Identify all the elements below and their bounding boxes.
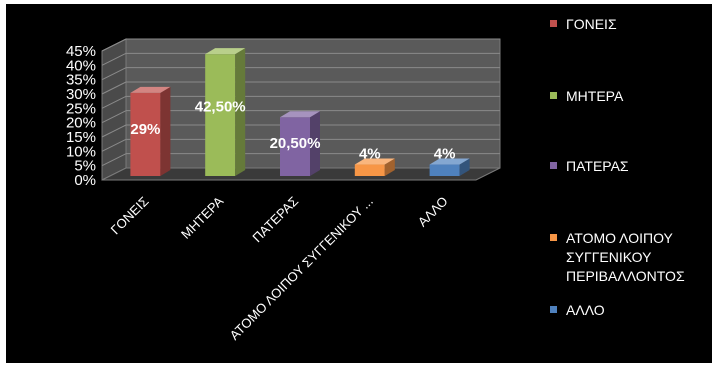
bar-3	[354, 164, 385, 176]
bar-top-3	[354, 158, 395, 165]
bar-0	[130, 92, 161, 176]
data-label-4: 4%	[434, 146, 456, 163]
gridline-side	[101, 95, 127, 109]
legend-swatch-2	[550, 162, 557, 169]
bar-top-2	[280, 111, 320, 118]
gridline-side	[101, 110, 127, 124]
legend-swatch-4	[550, 306, 557, 313]
legend-swatch-1	[550, 92, 557, 99]
legend-label-0: ΓΟΝΕΙΣ	[566, 16, 617, 32]
chart-side-wall	[101, 38, 127, 181]
y-tick-label: 20%	[66, 115, 96, 132]
legend-label-1: ΜΗΤΕΡΑ	[566, 88, 624, 104]
bar-2	[280, 117, 310, 176]
y-tick-label: 30%	[66, 86, 96, 103]
chart-panel: 0% 5% 10% 15% 20% 25% 30% 35% 40% 45% 29% ΓΟΝΕΙΣ 42,…	[6, 4, 712, 363]
gridline-side	[101, 38, 127, 52]
y-tick-label: 25%	[66, 100, 96, 117]
bar-4	[429, 164, 460, 176]
bar-side-4	[459, 158, 470, 176]
gridline-side	[101, 67, 127, 81]
x-category-label-1: ΜΗΤΕΡΑ	[178, 193, 226, 241]
data-label-0: 29%	[130, 121, 160, 138]
bar-side-2	[310, 111, 320, 176]
gridline-side	[101, 138, 127, 152]
bar-top-4	[429, 158, 470, 165]
y-tick-label: 5%	[74, 158, 96, 175]
bar-top-0	[130, 86, 171, 93]
legend-label-4: ΑΛΛΟ	[566, 302, 605, 318]
legend-swatch-0	[550, 20, 557, 27]
legend-label-2: ΠΑΤΕΡΑΣ	[566, 158, 629, 174]
y-tick-label: 35%	[66, 72, 96, 89]
data-label-1: 42,50%	[195, 98, 246, 115]
data-label-3: 4%	[359, 146, 381, 163]
bar-1	[205, 54, 236, 176]
gridline-side	[101, 81, 127, 95]
bar-side-3	[384, 158, 395, 176]
bar-chart: 0%5%10%15%20%25%30%35%40%45% 29% ΓΟΝΕΙΣ 42,…	[66, 16, 685, 343]
legend-label-3: ΣΥΓΓΕΝΙΚΟΥ	[566, 249, 652, 265]
gridline-side	[101, 153, 127, 167]
gridline-side	[101, 124, 127, 138]
legend-label-3: ΠΕΡΙΒΑΛΛΟΝΤΟΣ	[566, 268, 685, 284]
gridline-side	[101, 52, 127, 66]
y-tick-label: 15%	[66, 129, 96, 146]
y-tick-label: 10%	[66, 143, 96, 160]
x-category-label-3: ΑΤΟΜΟ ΛΟΙΠΟΥ ΣΥΓΓΕΝΙΚΟΥ ...	[227, 194, 376, 343]
legend-label-3: ΑΤΟΜΟ ΛΟΙΠΟΥ	[566, 230, 674, 246]
y-tick-label: 40%	[66, 57, 96, 74]
legend-swatch-3	[550, 234, 557, 241]
y-tick-label: 45%	[66, 43, 96, 60]
x-category-label-2: ΠΑΤΕΡΑΣ	[249, 194, 301, 246]
data-label-2: 20,50%	[270, 135, 321, 152]
x-category-label-4: ΑΛΛΟ	[415, 194, 451, 230]
x-category-label-0: ΓΟΝΕΙΣ	[108, 194, 152, 238]
bar-side-0	[160, 86, 171, 176]
y-tick-label: 0%	[74, 172, 96, 189]
bar-top-1	[205, 48, 246, 55]
bar-side-1	[235, 48, 246, 176]
